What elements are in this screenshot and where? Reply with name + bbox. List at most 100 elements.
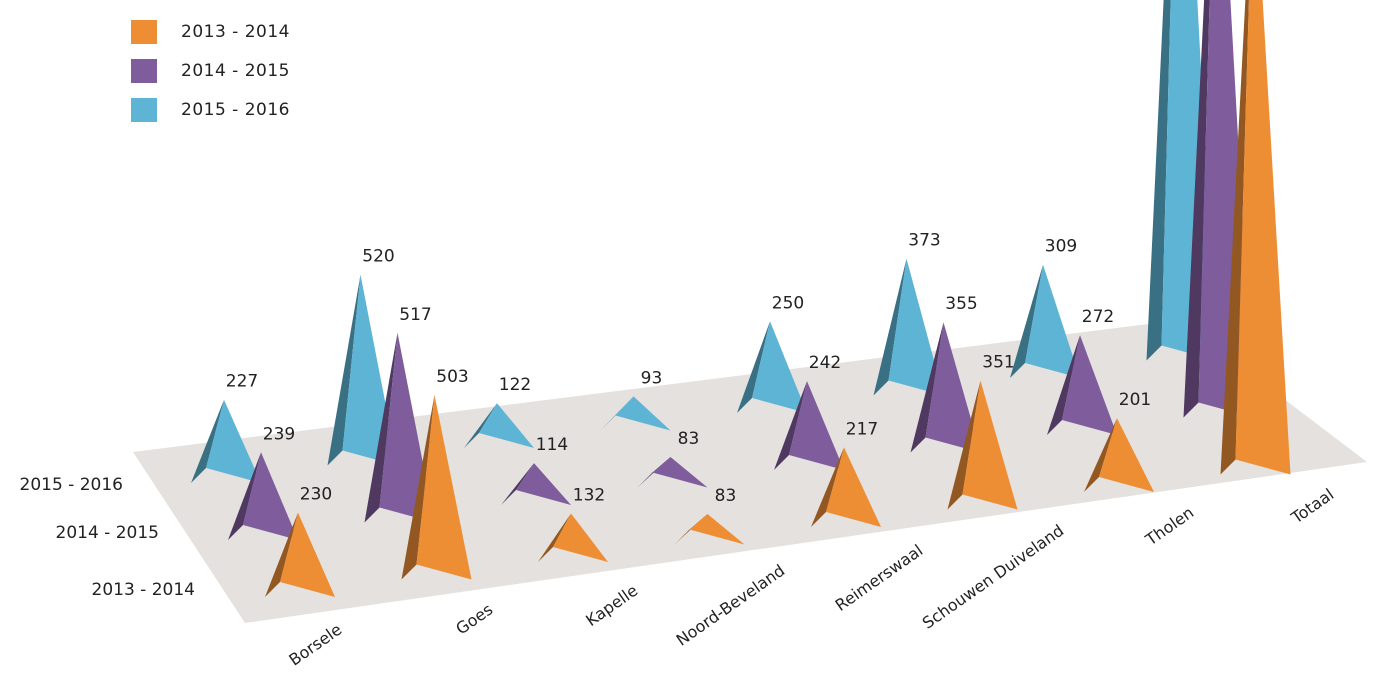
pyramid-shadow-face	[1084, 418, 1117, 492]
pyramid-mark: 309	[1010, 237, 1080, 378]
pyramid-shadow-face	[464, 403, 497, 448]
pyramid-mark: 83	[637, 429, 708, 488]
chart-marks: 309 373 250 93 122 520 227 272 355 242 83 114 517 239…	[191, 0, 1291, 597]
pyramid-shadow-face	[1047, 335, 1080, 435]
pyramid-shadow-face	[1220, 0, 1249, 475]
legend-item: 2014 - 2015	[131, 51, 290, 90]
pyramid-shadow-face	[1183, 0, 1210, 418]
pyramid-lit-face	[789, 381, 844, 470]
pyramid-lit-face	[1062, 335, 1117, 435]
pyramid-lit-face	[689, 514, 745, 545]
pyramid-shadow-face	[364, 332, 398, 523]
pyramid-lit-face	[243, 452, 298, 540]
pyramid-shadow-face	[873, 258, 907, 396]
pyramid-lit-face	[280, 512, 335, 597]
depth-axis-labels: 2013 - 2014 2014 - 2015 2015 - 2016	[20, 475, 195, 600]
pyramid-lit-face	[516, 463, 571, 505]
data-label: 503	[436, 367, 468, 387]
pyramid-shadow-face	[600, 396, 634, 431]
pyramid-mark	[1220, 0, 1291, 475]
data-label: 217	[846, 419, 878, 439]
pyramid-mark: 239	[228, 424, 298, 540]
data-label: 517	[399, 305, 431, 325]
data-label: 114	[536, 435, 568, 455]
pyramid-mark: 503	[401, 367, 472, 580]
pyramid-mark: 373	[873, 231, 944, 396]
pyramid-mark: 114	[501, 435, 571, 505]
pyramid-shadow-face	[538, 513, 571, 562]
pyramid-shadow-face	[910, 322, 944, 453]
pyramid-mark: 83	[674, 486, 745, 545]
data-label: 351	[982, 353, 1014, 373]
legend-label: 2015 - 2016	[181, 99, 290, 120]
pyramid-lit-face	[652, 457, 708, 488]
pyramid-mark: 250	[737, 293, 807, 413]
legend-swatch	[131, 58, 157, 83]
legend-swatch	[131, 19, 157, 44]
data-label: 93	[641, 368, 663, 388]
data-label: 242	[809, 353, 841, 373]
pyramid-shadow-face	[327, 274, 361, 466]
pyramid-mark: 93	[600, 368, 671, 431]
category-label: Reimerswaal	[832, 541, 927, 615]
category-label: Noord-Beveland	[673, 561, 789, 650]
data-label: 373	[908, 231, 940, 251]
data-label: 132	[573, 486, 605, 506]
pyramid-mark: 122	[464, 375, 534, 448]
pyramid-mark: 272	[1047, 307, 1117, 435]
pyramid-mark: 351	[947, 353, 1018, 510]
pyramid-lit-face	[1099, 418, 1154, 492]
pyramid-shadow-face	[401, 394, 435, 580]
pyramid-mark: 227	[191, 372, 261, 483]
pyramid-mark: 242	[774, 353, 844, 470]
legend-label: 2014 - 2015	[181, 60, 290, 81]
pyramid-lit-face	[925, 322, 981, 453]
category-label: Goes	[452, 600, 496, 639]
pyramid-shadow-face	[1010, 264, 1043, 378]
pyramid-lit-face	[553, 513, 608, 562]
data-label: 201	[1119, 390, 1151, 410]
data-label: 250	[772, 293, 804, 313]
category-label: Borsele	[285, 620, 345, 670]
category-label: Tholen	[1141, 503, 1197, 550]
legend-item: 2013 - 2014	[131, 12, 290, 51]
pyramid-shadow-face	[947, 380, 981, 510]
legend: 2013 - 2014 2014 - 2015 2015 - 2016	[131, 12, 290, 129]
pyramid-mark: 217	[811, 419, 881, 527]
data-label: 230	[300, 485, 332, 505]
pyramid-mark: 201	[1084, 390, 1154, 492]
data-label: 83	[715, 486, 737, 506]
pyramid-shadow-face	[265, 512, 298, 597]
pyramid-lit-face	[826, 447, 881, 527]
depth-label: 2015 - 2016	[20, 475, 123, 495]
pyramid-lit-face	[1235, 0, 1291, 475]
pyramid-lit-face	[888, 258, 944, 396]
pyramid-shadow-face	[774, 381, 807, 470]
pyramid-lit-face	[206, 399, 261, 483]
legend-label: 2013 - 2014	[181, 21, 290, 42]
category-label: Schouwen Duiveland	[919, 521, 1067, 633]
data-label: 122	[499, 375, 531, 395]
data-label: 520	[362, 247, 394, 267]
data-label: 355	[945, 294, 977, 314]
pyramid-shadow-face	[228, 452, 261, 540]
data-label: 83	[678, 429, 700, 449]
pyramid-lit-face	[752, 321, 807, 413]
pyramid-mark: 230	[265, 485, 335, 597]
data-label: 272	[1082, 307, 1114, 327]
pyramid-shadow-face	[1146, 0, 1171, 361]
legend-swatch	[131, 97, 157, 122]
pyramid-mark: 132	[538, 486, 608, 562]
legend-item: 2015 - 2016	[131, 90, 290, 129]
pyramid-shadow-face	[737, 321, 770, 413]
pyramid-shadow-face	[191, 399, 224, 483]
pyramid-lit-face	[1025, 264, 1080, 378]
depth-label: 2013 - 2014	[92, 580, 195, 600]
pyramid-lit-face	[615, 396, 671, 431]
category-label: Kapelle	[582, 581, 641, 630]
pyramid-shadow-face	[811, 447, 844, 527]
pyramid-lit-face	[479, 403, 534, 448]
pyramid-shadow-face	[501, 463, 534, 505]
data-label: 239	[263, 424, 295, 444]
